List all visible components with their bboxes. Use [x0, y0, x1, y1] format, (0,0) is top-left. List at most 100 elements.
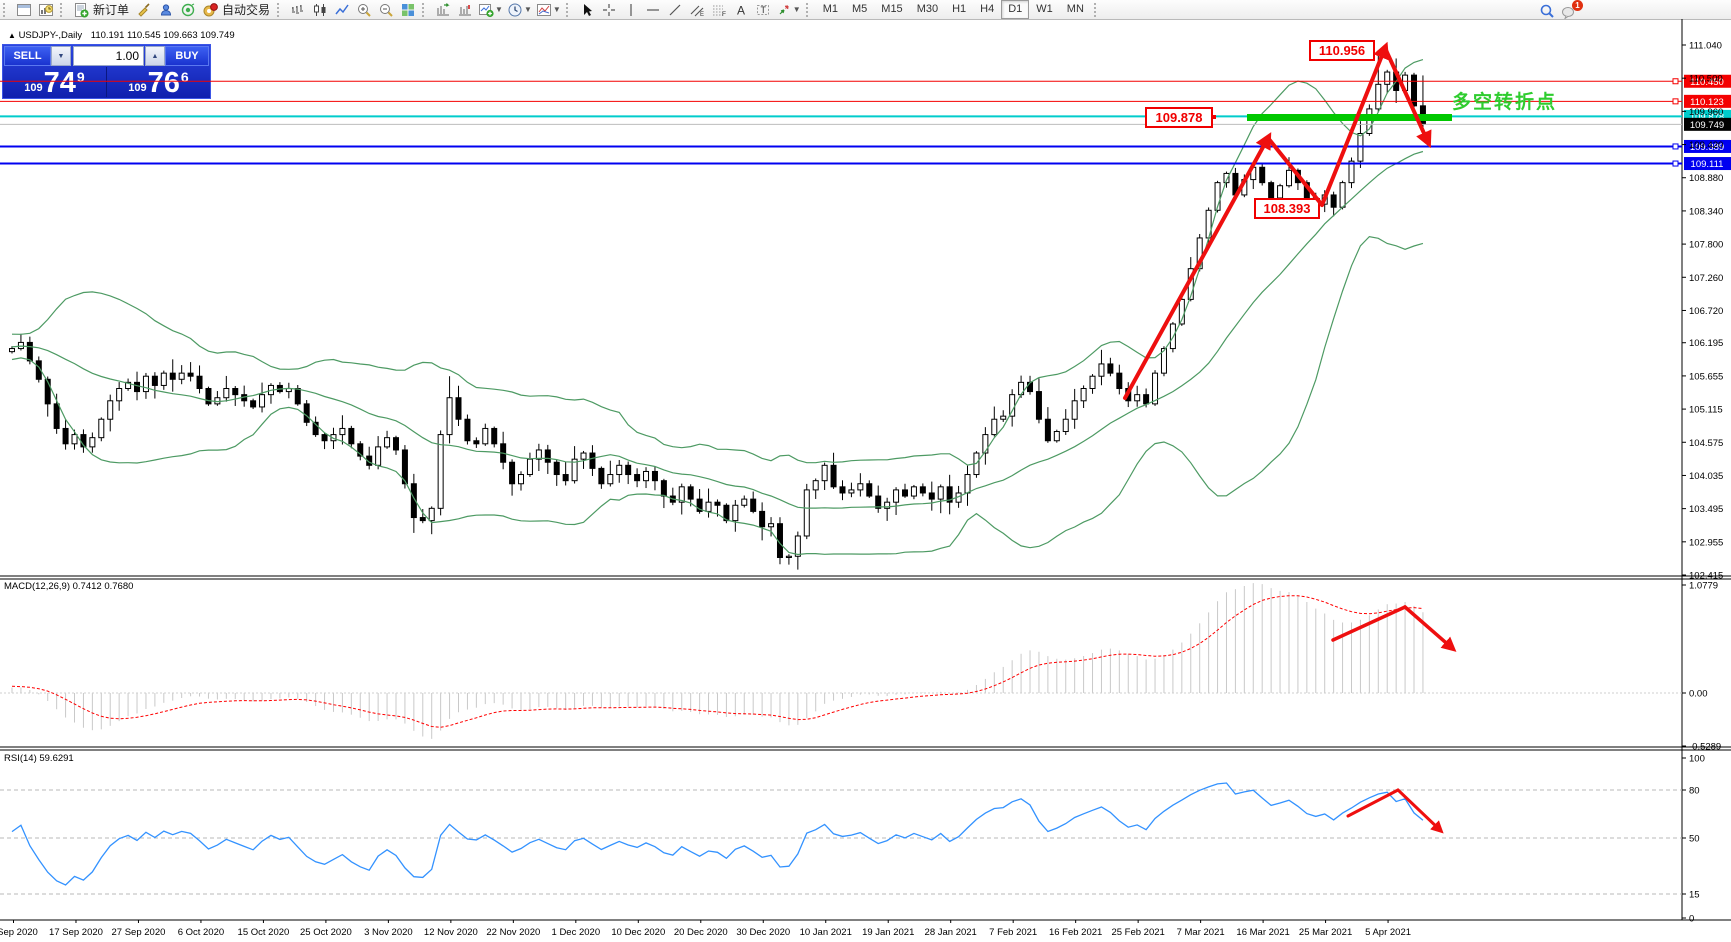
date-label: 15 Oct 2020 [238, 927, 290, 938]
timeframe-m30[interactable]: M30 [916, 3, 939, 15]
auto-trading-icon[interactable] [199, 0, 221, 19]
svg-text:50: 50 [1689, 834, 1700, 845]
svg-text:F: F [722, 11, 726, 18]
hline-icon[interactable] [642, 0, 664, 19]
svg-text:104.035: 104.035 [1689, 471, 1723, 482]
price-badge: 109.389 [1690, 142, 1724, 153]
turning-point-label[interactable]: 多空转折点 [1452, 90, 1557, 113]
horizontal-price-lines[interactable]: 110.450110.123109.878109.749109.389109.1… [0, 74, 1731, 171]
svg-text:15: 15 [1689, 890, 1700, 901]
svg-text:111.040: 111.040 [1689, 41, 1722, 52]
toolbar: 新订单 自动交易 ▼ ▼ ▼ E F A T ▼ M1 M5 M15 M30 H1 H4 D1 W1 MN [0, 0, 1731, 20]
svg-text:100: 100 [1689, 754, 1705, 765]
svg-text:110.500: 110.500 [1689, 74, 1723, 85]
trendline-icon[interactable] [664, 0, 686, 19]
timeframe-mn[interactable]: MN [1066, 3, 1084, 15]
date-label: 8 Sep 2020 [0, 927, 38, 938]
cursor-icon[interactable] [576, 0, 598, 19]
chart-shift-icon[interactable] [454, 0, 476, 19]
date-label: 30 Dec 2020 [736, 927, 790, 938]
date-label: 19 Jan 2021 [862, 927, 914, 938]
period-icon[interactable]: ▼ [505, 0, 534, 19]
timeframe-h1[interactable]: H1 [952, 3, 967, 15]
date-label: 5 Apr 2021 [1365, 927, 1411, 938]
channel-icon[interactable]: E [686, 0, 708, 19]
bollinger-bands [11, 59, 1424, 556]
date-label: 3 Nov 2020 [364, 927, 413, 938]
svg-text:108.340: 108.340 [1689, 206, 1723, 217]
svg-text:T: T [760, 5, 766, 15]
auto-trading-label[interactable]: 自动交易 [222, 3, 271, 17]
price-badge: 109.878 [1690, 112, 1724, 123]
rsi-label: RSI(14) 59.6291 [4, 753, 74, 764]
svg-text:105.115: 105.115 [1689, 405, 1723, 416]
collapse-icon[interactable]: ▲ [8, 31, 16, 40]
timeframe-m5[interactable]: M5 [852, 3, 868, 15]
svg-text:A: A [737, 3, 745, 17]
chart-history-icon[interactable] [35, 0, 57, 19]
timeframe-w1[interactable]: W1 [1036, 3, 1053, 15]
vline-icon[interactable] [620, 0, 642, 19]
template-icon[interactable]: ▼ [534, 0, 563, 19]
buy-price-pip: 6 [180, 69, 189, 85]
toolbar-grip [422, 2, 429, 17]
timeframe-d1[interactable]: D1 [1001, 0, 1030, 19]
date-label: 12 Nov 2020 [424, 927, 478, 938]
window-icon[interactable] [13, 0, 35, 19]
date-label: 10 Jan 2021 [800, 927, 852, 938]
bars-chart-icon[interactable] [287, 0, 309, 19]
volume-input[interactable]: 1.00 [73, 46, 144, 66]
candlestick-series [9, 50, 1426, 570]
sell-price[interactable]: 109 74 9 [3, 66, 106, 98]
toolbar-grip [1093, 2, 1101, 17]
broom-icon[interactable] [133, 0, 155, 19]
notification-icon[interactable]: 1 [1558, 0, 1583, 20]
add-indicator-icon[interactable]: ▼ [476, 0, 505, 19]
chart-title: ▲ USDJPY-,Daily 110.191 110.545 109.663 … [8, 30, 235, 41]
fibonacci-icon[interactable]: F [708, 0, 730, 19]
timeframe-m1[interactable]: M1 [822, 3, 838, 15]
new-order-icon[interactable] [70, 0, 92, 19]
annotations[interactable]: 110.956 109.878 108.393 多空转折点 [1123, 40, 1557, 834]
label-icon[interactable]: T [752, 0, 774, 19]
svg-text:108.393: 108.393 [1264, 201, 1311, 216]
svg-text:106.195: 106.195 [1689, 338, 1723, 349]
tile-windows-icon[interactable] [397, 0, 419, 19]
volume-down-button[interactable]: ▼ [51, 46, 71, 66]
sell-button[interactable]: SELL [4, 46, 51, 66]
crosshair-icon[interactable] [598, 0, 620, 19]
svg-text:108.880: 108.880 [1689, 173, 1723, 184]
candles-chart-icon[interactable] [309, 0, 331, 19]
date-label: 27 Sep 2020 [112, 927, 166, 938]
price-badge: 110.450 [1690, 77, 1724, 88]
zoom-out-icon[interactable] [375, 0, 397, 19]
annotation-box[interactable] [1254, 198, 1320, 219]
price-badge: 109.111 [1691, 159, 1724, 170]
arrows-icon[interactable]: ▼ [774, 0, 803, 19]
search-icon[interactable] [1536, 1, 1558, 20]
toolbar-right: 1 [1536, 0, 1583, 20]
sell-price-pip: 9 [76, 69, 85, 85]
timeframe-h4[interactable]: H4 [980, 3, 995, 15]
contacts-icon[interactable] [155, 0, 177, 19]
buy-button[interactable]: BUY [165, 46, 209, 66]
ohlc-values: 110.191 110.545 109.663 109.749 [90, 30, 235, 41]
auto-scroll-icon[interactable] [432, 0, 454, 19]
green-support-bar[interactable] [1247, 114, 1452, 121]
svg-text:107.260: 107.260 [1689, 273, 1723, 284]
buy-price[interactable]: 109 76 6 [107, 66, 210, 98]
date-label: 6 Oct 2020 [178, 927, 224, 938]
date-label: 17 Sep 2020 [49, 927, 103, 938]
svg-text:-0.5289: -0.5289 [1689, 741, 1721, 752]
date-label: 25 Feb 2021 [1111, 927, 1164, 938]
line-chart-icon[interactable] [331, 0, 353, 19]
toolbar-grip [3, 2, 10, 17]
new-order-label[interactable]: 新订单 [93, 3, 130, 17]
text-icon[interactable]: A [730, 0, 752, 19]
timeframe-m15[interactable]: M15 [881, 3, 903, 15]
volume-up-button[interactable]: ▲ [145, 46, 165, 66]
chart-canvas[interactable]: 110.450110.123109.878109.749109.389109.1… [0, 19, 1731, 942]
sonar-icon[interactable] [177, 0, 199, 19]
price-badge: 109.749 [1690, 120, 1724, 131]
zoom-in-icon[interactable] [353, 0, 375, 19]
